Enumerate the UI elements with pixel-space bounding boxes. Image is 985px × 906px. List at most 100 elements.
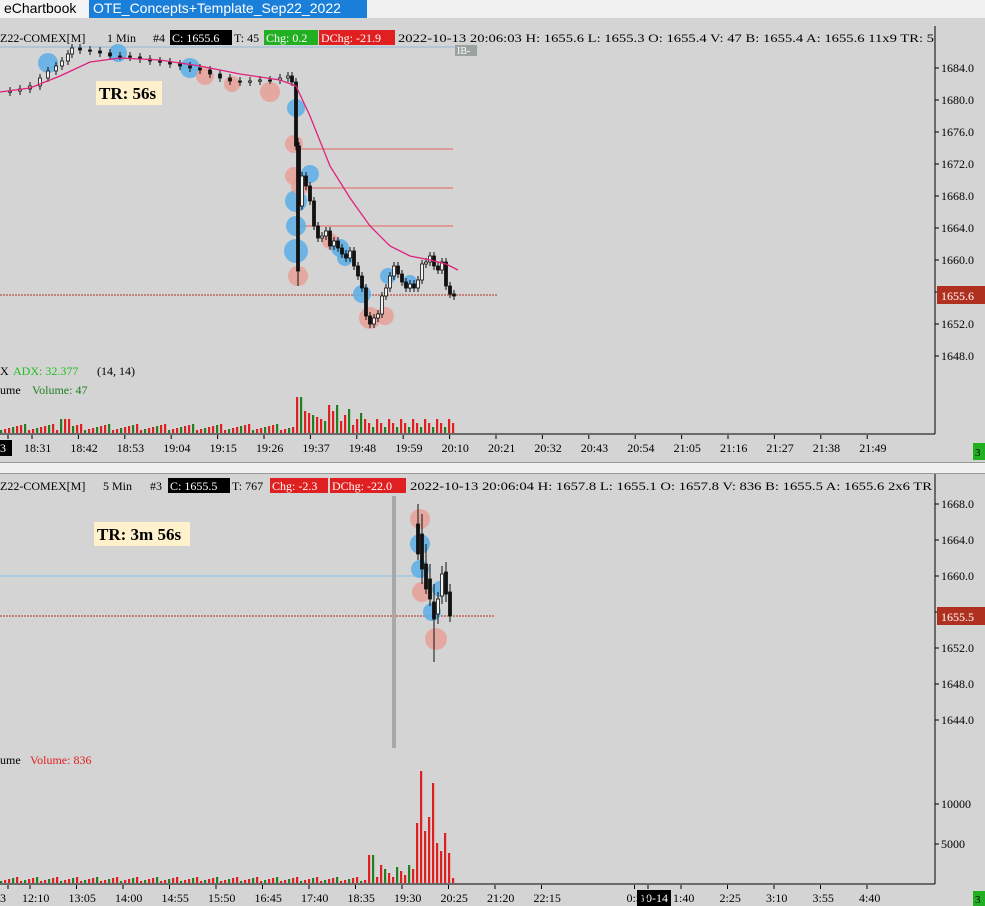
volume-bar: [304, 880, 307, 883]
volume-bar: [292, 427, 295, 433]
x-tick-label: 3:55: [813, 891, 834, 905]
volume-bar: [240, 881, 243, 883]
chart2-trades: T: 767: [232, 479, 263, 493]
chart-1min[interactable]: Z22-COMEX[M] 1 Min #4 C: 1655.6 T: 45 Ch…: [0, 26, 985, 462]
x-tick-label: 3: [0, 441, 6, 455]
volume-bar: [24, 424, 27, 433]
x-tick-label: 18:35: [348, 891, 375, 905]
y-tick-label: 1660.0: [941, 569, 974, 583]
volume-bar: [8, 428, 11, 433]
y-tick-label: 1668.0: [941, 189, 974, 203]
volume-bar: [96, 427, 99, 433]
chart1-moving-average: [0, 57, 459, 271]
volume-bar: [428, 817, 431, 883]
chart1-chg-box: [264, 30, 318, 45]
volume-bar: [372, 855, 375, 883]
volume-bar: [368, 423, 371, 433]
candle-body: [38, 77, 42, 87]
volume-bar: [388, 873, 391, 883]
tab-template[interactable]: OTE_Concepts+Template_Sep22_2022: [89, 0, 367, 18]
volume-bar: [364, 880, 367, 883]
candle-body: [308, 185, 312, 202]
volume-bar: [448, 853, 451, 883]
chart-5min[interactable]: Z22-COMEX[M] 5 Min #3 C: 1655.5 T: 767 C…: [0, 474, 985, 906]
volume-bar: [208, 879, 211, 883]
chart1-trades: T: 45: [234, 31, 259, 45]
volume-bar: [68, 419, 71, 433]
volume-bar: [28, 430, 31, 433]
candle-body: [70, 47, 74, 55]
volume-bar: [264, 880, 267, 883]
volume-bar: [224, 430, 227, 433]
volume-bar: [48, 879, 51, 883]
volume-bar: [388, 419, 391, 433]
candle-body: [392, 265, 396, 277]
chart1-price-label: 1655.6: [941, 289, 974, 303]
volume-bar: [256, 429, 259, 433]
volume-bar: [296, 877, 299, 883]
volume-bar: [228, 879, 231, 883]
volume-bar: [188, 879, 191, 883]
chart-separator[interactable]: [0, 462, 985, 474]
x-tick-label: 19:15: [210, 441, 237, 455]
chart1-volume-label: Volume: 47: [32, 383, 87, 397]
volume-bar: [248, 424, 251, 433]
candle-body: [296, 145, 300, 272]
volume-bar: [236, 877, 239, 883]
volume-bar: [428, 423, 431, 433]
y-tick-label: 1652.0: [941, 641, 974, 655]
tab-chartbook[interactable]: eChartbook: [0, 0, 88, 18]
volume-bar: [12, 878, 15, 883]
volume-bar: [412, 419, 415, 433]
candle-body: [448, 591, 452, 617]
volume-bar: [304, 411, 307, 433]
x-tick-label: 20:10: [442, 441, 469, 455]
volume-bar: [32, 429, 35, 433]
volume-bar: [116, 877, 119, 883]
chart1-adx-prefix: X: [0, 364, 9, 378]
volume-bar: [140, 881, 143, 883]
volume-bar: [80, 424, 83, 433]
volume-bar: [416, 423, 419, 433]
candle-body: [118, 55, 122, 58]
chart1-timer: TR: 56s: [99, 84, 157, 103]
x-tick-label: 3: [0, 891, 6, 905]
chart1-ib-tag-text: IB-: [457, 46, 470, 57]
volume-bar: [56, 430, 59, 433]
volume-bar: [108, 879, 111, 883]
volume-bar: [252, 430, 255, 433]
volume-bar: [404, 875, 407, 883]
candle-body: [238, 80, 242, 83]
footprint-bubble: [260, 82, 280, 102]
volume-bar: [4, 880, 7, 883]
tab-bar: eChartbook OTE_Concepts+Template_Sep22_2…: [0, 0, 985, 18]
candle-body: [412, 283, 416, 289]
candle-body: [348, 250, 352, 259]
volume-bar: [216, 877, 219, 883]
volume-bar: [364, 419, 367, 433]
chart1-symbol: Z22-COMEX[M]: [0, 31, 85, 45]
volume-bar: [416, 823, 419, 883]
volume-bar: [224, 880, 227, 883]
candle-body: [198, 67, 202, 71]
volume-bar: [4, 429, 7, 433]
candle-body: [188, 65, 192, 69]
candle-body: [444, 261, 448, 287]
x-tick-label: 21:05: [674, 441, 701, 455]
chart1-corner-text: 3: [975, 447, 981, 459]
volume-bar: [280, 881, 283, 883]
chart2-chg: Chg: -2.3: [272, 479, 317, 493]
volume-bar: [108, 424, 111, 433]
volume-bar: [244, 880, 247, 883]
volume-bar: [308, 879, 311, 883]
candle-body: [340, 247, 344, 255]
volume-bar: [436, 419, 439, 433]
footprint-bubble: [38, 53, 58, 73]
footprint-bubble: [410, 509, 430, 529]
volume-bar: [72, 878, 75, 883]
volume-bar: [72, 426, 75, 433]
volume-bar: [128, 426, 131, 433]
volume-bar: [220, 881, 223, 883]
chart1-y-ticks: 1684.0 1680.0 1676.0 1672.0 1668.0 1664.0 1660…: [935, 61, 974, 363]
volume-bar: [404, 423, 407, 433]
